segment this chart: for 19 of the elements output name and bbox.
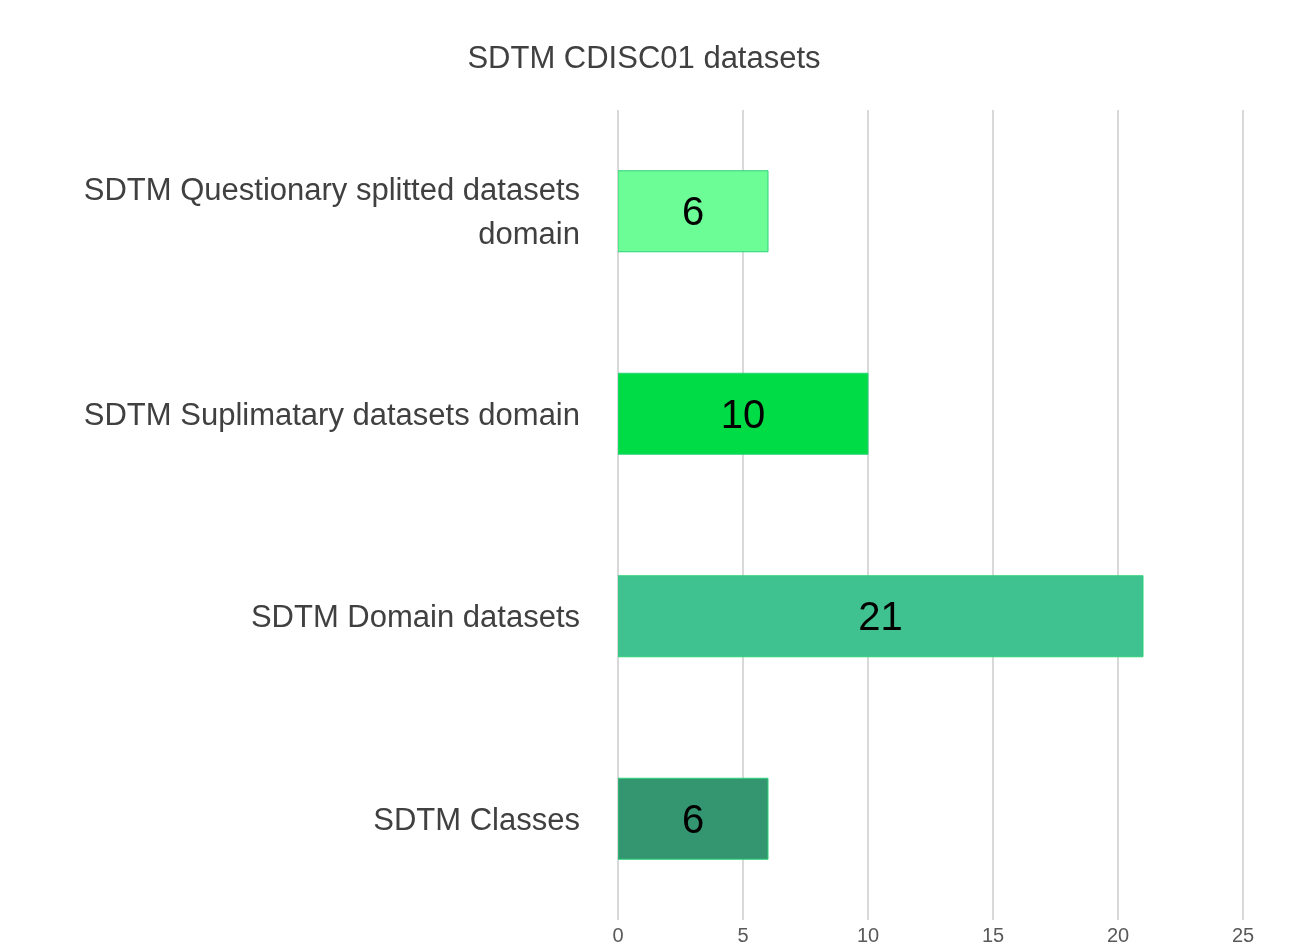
y-tick-label: SDTM Classes: [373, 801, 580, 837]
bar: [618, 372, 869, 455]
x-tick-label: 15: [981, 924, 1005, 947]
data-label: 10: [720, 391, 766, 436]
data-label: 6: [681, 189, 705, 234]
x-tick-label: 10: [856, 924, 880, 947]
bar: [618, 170, 769, 253]
bar: [618, 777, 769, 860]
x-tick-label: 0: [612, 924, 624, 947]
data-label: 6: [681, 796, 705, 841]
y-tick-label: SDTM Suplimatary datasets domain: [83, 396, 580, 432]
y-tick-label: SDTM Domain datasets: [250, 599, 580, 635]
x-tick-label: 25: [1231, 924, 1255, 947]
x-tick-label: 5: [737, 924, 749, 947]
bar: [618, 575, 1144, 658]
chart-title: SDTM CDISC01 datasets: [466, 39, 822, 77]
y-tick-label: SDTM Questionary splitted datasets domain: [83, 172, 580, 252]
x-tick-label: 20: [1106, 924, 1130, 947]
data-label: 21: [858, 594, 903, 639]
